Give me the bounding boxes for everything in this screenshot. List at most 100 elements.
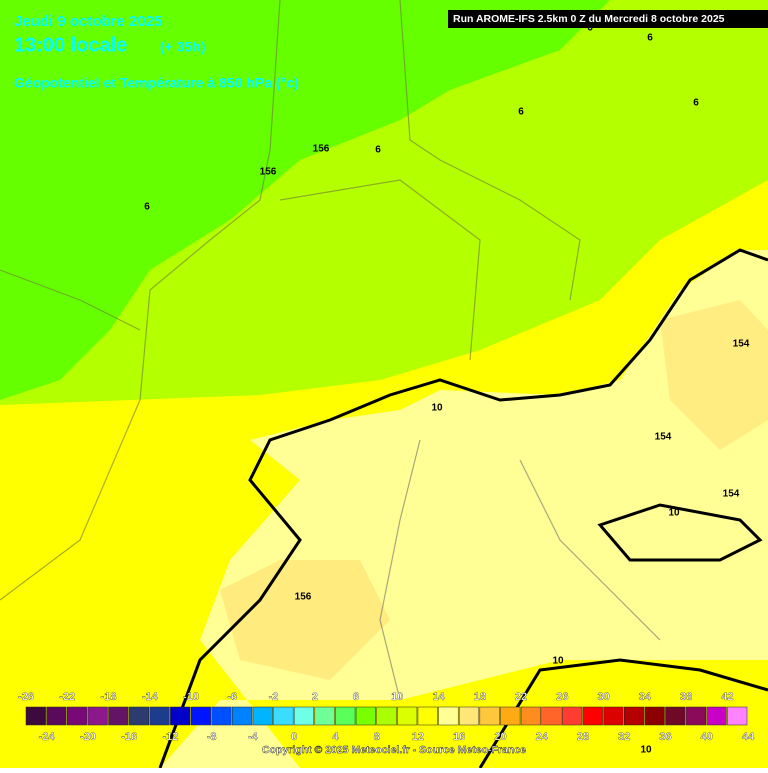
copyright: Copyright © 2025 Meteociel.fr - Source M… (262, 744, 526, 756)
colorbar-label: -8 (207, 731, 217, 743)
contour-label: 6 (518, 107, 524, 118)
colorbar-label: 32 (618, 731, 630, 743)
contour-label: 10 (640, 745, 652, 756)
border (379, 439, 661, 701)
color-swatch (25, 706, 46, 726)
colorbar-label: 28 (577, 731, 589, 743)
run-banner (448, 10, 768, 28)
color-swatch (376, 706, 397, 726)
colorbar-label: -14 (142, 691, 159, 703)
colorbar-label: 22 (515, 691, 527, 703)
colorbar-label: -20 (80, 731, 96, 743)
color-swatch (562, 706, 583, 726)
color-swatch (252, 706, 273, 726)
contour-label: 6 (375, 145, 381, 156)
run-info: Run AROME-IFS 2.5km 0 Z du Mercredi 8 oc… (453, 13, 725, 25)
green-zone (0, 0, 610, 400)
color-swatch (500, 706, 521, 726)
colorbar-label: 40 (701, 731, 713, 743)
contour-label: 154 (655, 432, 672, 443)
colorbar-label: -10 (183, 691, 199, 703)
colorbar-label: 10 (391, 691, 403, 703)
colorbar-label: 8 (374, 731, 380, 743)
color-swatch (335, 706, 356, 726)
warm-spot (660, 300, 768, 450)
contour-label: 6 (647, 33, 653, 44)
colorbar-label: -6 (227, 691, 237, 703)
colorbar-label: -2 (269, 691, 279, 703)
color-swatch (623, 706, 645, 726)
colorbar-label: 26 (556, 691, 568, 703)
contour-label: 10 (552, 656, 564, 667)
colorbar-label: -16 (121, 731, 137, 743)
color-swatch (520, 706, 541, 726)
colorbar-label: 16 (453, 731, 465, 743)
color-swatch (438, 706, 459, 726)
colorbar-label: 30 (597, 691, 609, 703)
color-swatch (685, 706, 706, 726)
colorbar-label: 6 (353, 691, 359, 703)
color-swatch (314, 706, 335, 726)
colorbar-label: -26 (18, 691, 34, 703)
field-title: Géopotentiel et Température à 850 hPa (°… (14, 75, 299, 91)
color-swatch (603, 706, 624, 726)
colorbar-label: 34 (639, 691, 652, 703)
colorbar-label: 4 (332, 731, 339, 743)
color-swatch (232, 706, 253, 726)
color-swatch (108, 706, 129, 726)
contour-label: 154 (733, 339, 750, 350)
colorbar-label: 12 (412, 731, 424, 743)
border (0, 0, 581, 601)
colorbar-label: 38 (680, 691, 692, 703)
color-swatch (706, 706, 727, 726)
contour-label: 10 (431, 403, 443, 414)
color-swatch (211, 706, 232, 726)
colorbar-label: 44 (742, 731, 755, 743)
color-swatch (644, 706, 665, 726)
contour-label: 156 (260, 167, 277, 178)
contour-label: 10 (668, 508, 680, 519)
time: 13:00 locale (14, 34, 127, 56)
contour-label: 6 (587, 23, 593, 34)
contour-label: 6 (144, 202, 150, 213)
color-swatch (665, 706, 686, 726)
color-swatch (293, 706, 315, 726)
warm-spot (220, 560, 390, 680)
contour-label: 156 (295, 592, 312, 603)
color-swatch (458, 706, 480, 726)
color-swatch (46, 706, 67, 726)
colorbar-label: 42 (721, 691, 733, 703)
contour-10 (158, 248, 768, 769)
lead-time: (+ 35h) (160, 39, 206, 55)
color-swatch (273, 706, 294, 726)
contour-label: 156 (313, 144, 330, 155)
contour-10 (597, 503, 763, 562)
colorbar-label: 2 (312, 691, 318, 703)
color-swatch (541, 706, 562, 726)
colorbar-label: 36 (659, 731, 671, 743)
colorbar-label: -24 (39, 731, 56, 743)
color-swatch (67, 706, 88, 726)
colorbar-label: 20 (494, 731, 506, 743)
colorbar-label: -12 (162, 731, 178, 743)
colorbar-label: 14 (432, 691, 445, 703)
color-swatch (190, 706, 211, 726)
color-swatch (582, 706, 603, 726)
colorbar-label: 18 (474, 691, 486, 703)
date: Jeudi 9 octobre 2025 (14, 13, 162, 30)
contour-label: 154 (723, 489, 740, 500)
color-swatch (149, 706, 170, 726)
color-swatch (170, 706, 191, 726)
color-swatch (397, 706, 418, 726)
color-swatch (128, 706, 150, 726)
contour-10 (478, 658, 768, 769)
color-swatch (87, 706, 108, 726)
colorbar-label: -4 (248, 731, 259, 743)
colorbar-label: -22 (59, 691, 75, 703)
color-swatch (355, 706, 376, 726)
colorbar-label: 24 (536, 731, 549, 743)
colorbar-label: 0 (291, 731, 297, 743)
contour-label: 6 (693, 98, 699, 109)
